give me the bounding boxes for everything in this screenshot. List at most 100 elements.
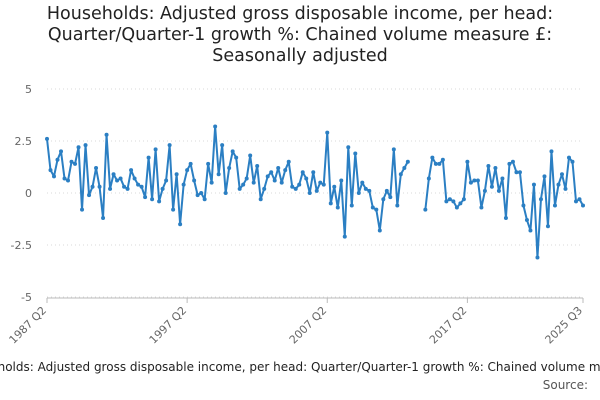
data-point[interactable]: [286, 159, 291, 164]
data-point[interactable]: [402, 166, 407, 171]
data-point[interactable]: [556, 182, 561, 187]
data-point[interactable]: [426, 176, 431, 181]
data-point[interactable]: [97, 184, 102, 189]
data-point[interactable]: [531, 182, 536, 187]
data-point[interactable]: [62, 176, 67, 181]
data-point[interactable]: [444, 199, 449, 204]
data-point[interactable]: [265, 174, 270, 179]
data-point[interactable]: [45, 136, 49, 141]
data-point[interactable]: [528, 228, 533, 233]
data-point[interactable]: [206, 161, 211, 166]
data-point[interactable]: [185, 168, 190, 173]
data-point[interactable]: [237, 186, 242, 191]
data-point[interactable]: [423, 207, 428, 212]
data-point[interactable]: [269, 170, 274, 175]
data-point[interactable]: [108, 186, 113, 191]
data-point[interactable]: [83, 143, 88, 148]
data-point[interactable]: [507, 161, 512, 166]
data-point[interactable]: [395, 203, 400, 208]
data-point[interactable]: [374, 207, 379, 212]
data-point[interactable]: [255, 163, 260, 168]
data-point[interactable]: [493, 166, 498, 171]
data-point[interactable]: [405, 159, 410, 164]
data-point[interactable]: [465, 159, 470, 164]
data-point[interactable]: [125, 186, 130, 191]
data-point[interactable]: [48, 168, 53, 173]
data-point[interactable]: [181, 182, 186, 187]
data-point[interactable]: [307, 191, 312, 195]
data-point[interactable]: [486, 163, 491, 168]
data-point[interactable]: [339, 178, 344, 183]
data-point[interactable]: [111, 172, 116, 177]
data-point[interactable]: [524, 218, 529, 223]
data-point[interactable]: [535, 255, 540, 260]
data-point[interactable]: [69, 159, 74, 164]
data-point[interactable]: [542, 174, 547, 179]
data-point[interactable]: [297, 182, 302, 187]
data-point[interactable]: [122, 184, 127, 189]
data-point[interactable]: [458, 201, 463, 206]
data-point[interactable]: [227, 166, 232, 171]
data-point[interactable]: [381, 197, 386, 202]
data-point[interactable]: [545, 224, 550, 229]
data-point[interactable]: [59, 149, 64, 154]
data-point[interactable]: [510, 159, 515, 164]
data-point[interactable]: [500, 176, 505, 181]
data-point[interactable]: [573, 199, 578, 204]
data-point[interactable]: [276, 166, 281, 171]
data-point[interactable]: [164, 178, 169, 183]
data-point[interactable]: [290, 184, 295, 189]
data-point[interactable]: [213, 124, 218, 129]
data-point[interactable]: [360, 180, 365, 185]
data-point[interactable]: [80, 207, 85, 212]
data-point[interactable]: [90, 184, 95, 189]
data-point[interactable]: [479, 205, 484, 210]
data-point[interactable]: [353, 151, 358, 156]
data-point[interactable]: [384, 188, 389, 193]
data-point[interactable]: [101, 215, 106, 220]
data-point[interactable]: [115, 178, 120, 183]
data-point[interactable]: [447, 197, 452, 202]
data-point[interactable]: [171, 207, 176, 212]
data-point[interactable]: [363, 186, 368, 191]
data-point[interactable]: [398, 172, 403, 177]
data-point[interactable]: [248, 153, 253, 158]
data-point[interactable]: [87, 193, 92, 198]
data-point[interactable]: [349, 203, 354, 208]
data-point[interactable]: [311, 170, 316, 175]
data-point[interactable]: [272, 178, 277, 183]
data-point[interactable]: [73, 161, 78, 166]
data-point[interactable]: [279, 180, 284, 185]
data-point[interactable]: [136, 182, 141, 187]
data-point[interactable]: [391, 147, 396, 152]
data-point[interactable]: [202, 197, 207, 202]
data-point[interactable]: [160, 186, 165, 191]
data-point[interactable]: [549, 149, 554, 154]
data-point[interactable]: [451, 199, 456, 204]
data-point[interactable]: [496, 188, 501, 193]
data-point[interactable]: [223, 191, 228, 195]
data-point[interactable]: [521, 203, 526, 208]
data-point[interactable]: [153, 147, 158, 152]
data-point[interactable]: [559, 172, 564, 177]
data-point[interactable]: [104, 132, 109, 137]
data-point[interactable]: [440, 157, 445, 162]
data-point[interactable]: [570, 159, 575, 164]
data-point[interactable]: [377, 228, 382, 233]
data-point[interactable]: [563, 186, 568, 191]
data-point[interactable]: [55, 157, 60, 162]
data-point[interactable]: [262, 186, 267, 191]
data-point[interactable]: [577, 197, 582, 202]
data-point[interactable]: [241, 182, 246, 187]
data-point[interactable]: [314, 188, 319, 193]
data-point[interactable]: [342, 234, 347, 239]
data-point[interactable]: [304, 176, 309, 181]
data-point[interactable]: [209, 180, 214, 185]
data-point[interactable]: [566, 155, 571, 160]
data-point[interactable]: [118, 176, 123, 181]
data-point[interactable]: [356, 191, 361, 195]
data-point[interactable]: [437, 161, 442, 166]
data-point[interactable]: [251, 180, 256, 185]
data-point[interactable]: [157, 199, 162, 204]
data-point[interactable]: [132, 176, 137, 181]
